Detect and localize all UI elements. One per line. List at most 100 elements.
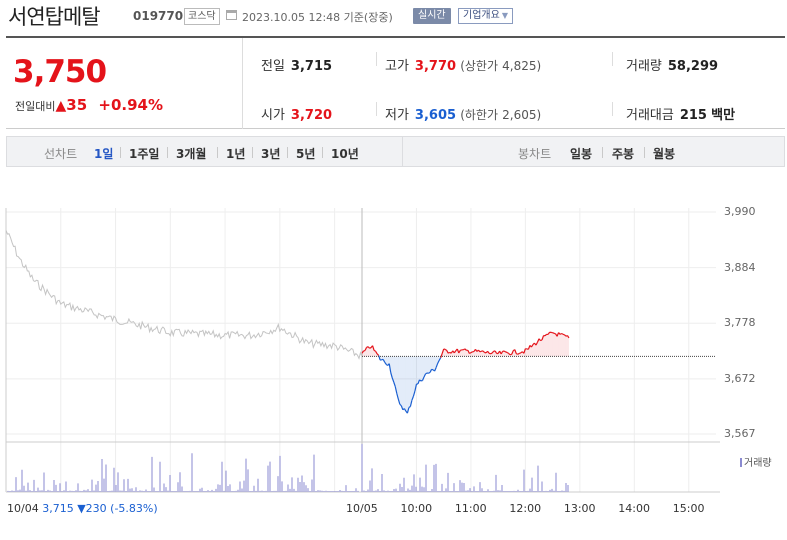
area-fill [395,356,397,394]
area-fill [496,353,499,357]
today-series-segment [561,332,564,335]
area-fill [427,356,429,374]
today-series-segment [411,396,414,401]
area-fill [531,344,533,357]
area-fill [502,351,505,357]
today-series-segment [417,379,421,385]
today-series-segment [506,351,510,355]
change-amount: 35 [66,96,88,114]
today-series-segment [482,350,485,353]
area-fill [463,348,465,357]
area-fill [363,350,366,357]
today-series-segment [390,372,393,379]
down-arrow-icon: ▼ [77,502,86,515]
low-price: 저가 3,605 (하한가 2,605) [385,104,541,123]
area-fill [380,356,382,361]
today-series-segment [396,393,399,400]
tab-3m[interactable]: 3개월 [176,147,207,161]
tab-1d[interactable]: 1일 [94,147,114,161]
area-fill [546,334,549,357]
today-series-segment [403,408,407,412]
today-series-segment [510,353,512,356]
today-series-segment [488,352,491,355]
low-value: 3,605 [414,108,457,123]
volume-legend: 거래량 [740,454,772,469]
tab-10y[interactable]: 10년 [331,147,359,161]
today-series-segment [535,341,539,346]
area-fill [545,334,547,357]
price-change: 전일대비▲35 +0.94% [15,96,163,114]
area-fill [431,356,434,370]
today-series-segment [514,349,517,354]
today-series-segment [544,333,547,337]
volume-label: 거래량 [626,59,662,74]
tab-separator [217,147,218,158]
area-fill [433,356,435,372]
tab-separator [322,147,323,158]
today-series-segment [409,400,413,407]
area-fill [539,338,541,357]
realtime-button[interactable]: 실시간 [413,8,451,24]
today-series-segment [375,350,378,355]
area-fill [408,356,411,408]
today-series-segment [463,348,466,351]
today-series-segment [527,345,531,350]
open-value: 3,720 [290,108,333,123]
area-fill [561,333,564,357]
area-fill [484,352,487,357]
today-series-segment [408,406,411,409]
area-fill [557,332,559,357]
area-fill [401,356,403,410]
area-fill [396,356,399,400]
tab-daily[interactable]: 일봉 [570,147,593,161]
area-fill [555,333,558,357]
tab-1y[interactable]: 1년 [226,147,246,161]
area-fill [392,356,394,383]
stock-header: 서연탑메탈 019770 코스닥 2023.10.05 12:48 기준(장중)… [0,0,787,34]
area-fill [540,339,543,357]
area-fill [543,335,546,357]
area-fill [535,342,538,357]
area-fill [402,356,405,410]
y-tick-label: 3,672 [724,371,756,385]
chart-tabs: 선차트 1일 1주일 3개월 1년 3년 5년 10년 봉차트 일봉 주봉 월봉 [6,136,785,167]
today-series-segment [494,350,498,354]
today-series-segment [434,367,437,372]
area-fill [369,347,372,357]
upper-limit-label: (상한가 [460,59,498,73]
area-fill [551,332,553,357]
today-series-segment [458,350,461,354]
tab-weekly[interactable]: 주봉 [612,147,635,161]
high-value: 3,770 [414,59,457,74]
x-tick-label: 13:00 [563,502,596,515]
tab-1w[interactable]: 1주일 [129,147,160,161]
tabs-divider [402,137,403,166]
company-overview-button[interactable]: 기업개요 ▼ [458,8,513,24]
today-series-segment [519,352,522,354]
stock-name: 서연탑메탈 [8,5,101,29]
today-series-segment [530,344,534,348]
area-fill [371,345,373,357]
today-series-segment [541,335,545,341]
prev-close-value: 3,715 [290,59,333,74]
open-price: 시가 3,720 [261,104,332,123]
tab-5y[interactable]: 5년 [296,147,316,161]
area-fill [399,356,402,406]
today-series-segment [500,350,504,355]
y-tick-label: 3,884 [724,260,756,274]
area-fill [548,332,550,357]
area-fill [386,356,388,366]
area-fill [417,356,420,384]
low-label: 저가 [385,108,409,123]
tab-monthly[interactable]: 월봉 [653,147,676,161]
change-percent: +0.94% [98,96,163,114]
today-series-segment [429,369,433,373]
tab-3y[interactable]: 3년 [261,147,281,161]
area-fill [443,349,446,357]
today-series-segment [523,348,526,354]
x-tick-label: 12:00 [509,502,542,515]
today-series-segment [388,363,392,373]
area-fill [411,356,414,401]
divider [376,52,377,66]
x-tick-label: 10/05 [346,502,378,515]
